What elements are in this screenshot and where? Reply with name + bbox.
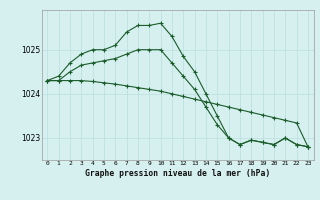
X-axis label: Graphe pression niveau de la mer (hPa): Graphe pression niveau de la mer (hPa) [85,169,270,178]
